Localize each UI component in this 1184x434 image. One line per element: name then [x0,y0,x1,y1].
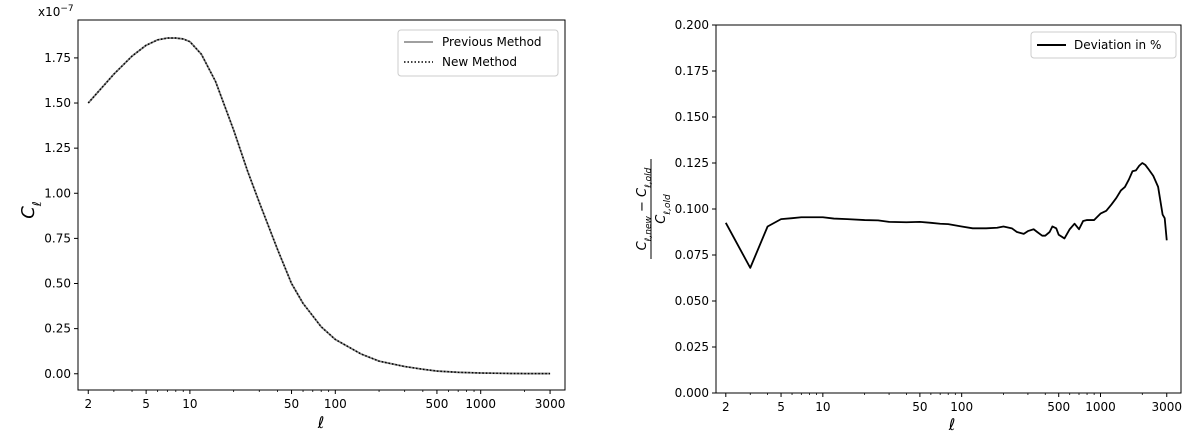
right-y-tick-label: 0.200 [675,18,709,32]
left-legend-new-method: New Method [442,55,517,69]
right-x-tick-label: 100 [950,400,973,414]
left-y-tick-label: 1.00 [44,186,71,200]
right-y-tick-label: 0.125 [675,156,709,170]
right-x-tick-label: 5 [777,400,785,414]
right-y-tick-label: 0.075 [675,248,709,262]
left-y-tick-label: 1.25 [44,141,71,155]
left-y-axis: 0.00 0.25 0.50 0.75 1.00 1.25 1.50 1.75 [44,51,78,381]
right-y-tick-label: 0.050 [675,294,709,308]
right-y-tick-label: 0.175 [675,64,709,78]
right-y-tick-label: 0.100 [675,202,709,216]
right-x-tick-label: 2 [722,400,730,414]
left-y-tick-label: 0.50 [44,277,71,291]
chart-right: 0.000 0.025 0.050 0.075 0.100 0.125 0.150 0.175… [635,18,1182,434]
left-x-tick-label: 100 [324,397,347,411]
left-legend: Previous Method New Method [397,29,559,77]
left-x-tick-label: 500 [425,397,448,411]
right-y-tick-label: 0.150 [675,110,709,124]
left-series-group [87,37,551,375]
right-series-line-deviation-in [725,162,1168,269]
left-offset-label: x10−7 [38,4,74,19]
right-series-group [725,162,1168,269]
right-x-tick-label: 3000 [1151,400,1182,414]
right-x-axis: 2 5 10 50 100 500 1000 3000 [722,393,1182,414]
left-series-line-previous-method [87,37,551,375]
left-x-tick-label: 10 [182,397,197,411]
left-y-tick-label: 1.75 [44,51,71,65]
right-y-axis-label: Cℓ,new − Cℓ,old Cℓ,old [635,159,673,259]
right-x-tick-label: 1000 [1085,400,1116,414]
left-x-axis: 2 5 10 50 100 500 1000 3000 [84,390,565,411]
left-x-axis-label: ℓ [317,413,325,432]
left-x-tick-label: 2 [84,397,92,411]
left-x-tick-label: 50 [284,397,299,411]
left-offset-exponent: −7 [60,4,73,14]
right-x-tick-label: 10 [815,400,830,414]
right-legend-box [1030,31,1177,59]
right-y-axis-label-numerator: Cℓ,new − Cℓ,old [635,167,654,250]
right-y-tick-label: 0.025 [675,340,709,354]
left-y-axis-label: Cℓ [18,201,44,219]
right-x-tick-label: 50 [912,400,927,414]
left-y-tick-label: 0.00 [44,367,71,381]
left-legend-previous-method: Previous Method [442,35,542,49]
right-y-tick-label: 0.000 [675,386,709,400]
left-x-tick-label: 3000 [535,397,566,411]
left-y-axis-label-sub: ℓ [30,201,44,207]
left-x-tick-label: 5 [142,397,150,411]
left-series-line-new-method [87,37,551,375]
right-legend: Deviation in % [1030,31,1177,59]
right-y-axis-label-denominator: Cℓ,old [654,194,673,224]
right-plot-frame [715,24,1182,394]
right-y-axis: 0.000 0.025 0.050 0.075 0.100 0.125 0.150 0.175… [675,18,716,400]
right-x-axis-label: ℓ [948,415,956,434]
left-x-tick-label: 1000 [465,397,496,411]
left-y-tick-label: 1.50 [44,96,71,110]
right-x-tick-label: 500 [1047,400,1070,414]
left-y-tick-label: 0.75 [44,231,71,245]
chart-left: 0.00 0.25 0.50 0.75 1.00 1.25 1.50 1.75 2 5 10 50 1… [18,4,566,432]
right-legend-deviation: Deviation in % [1074,38,1161,52]
left-legend-box [397,29,559,77]
left-y-tick-label: 0.25 [44,322,71,336]
